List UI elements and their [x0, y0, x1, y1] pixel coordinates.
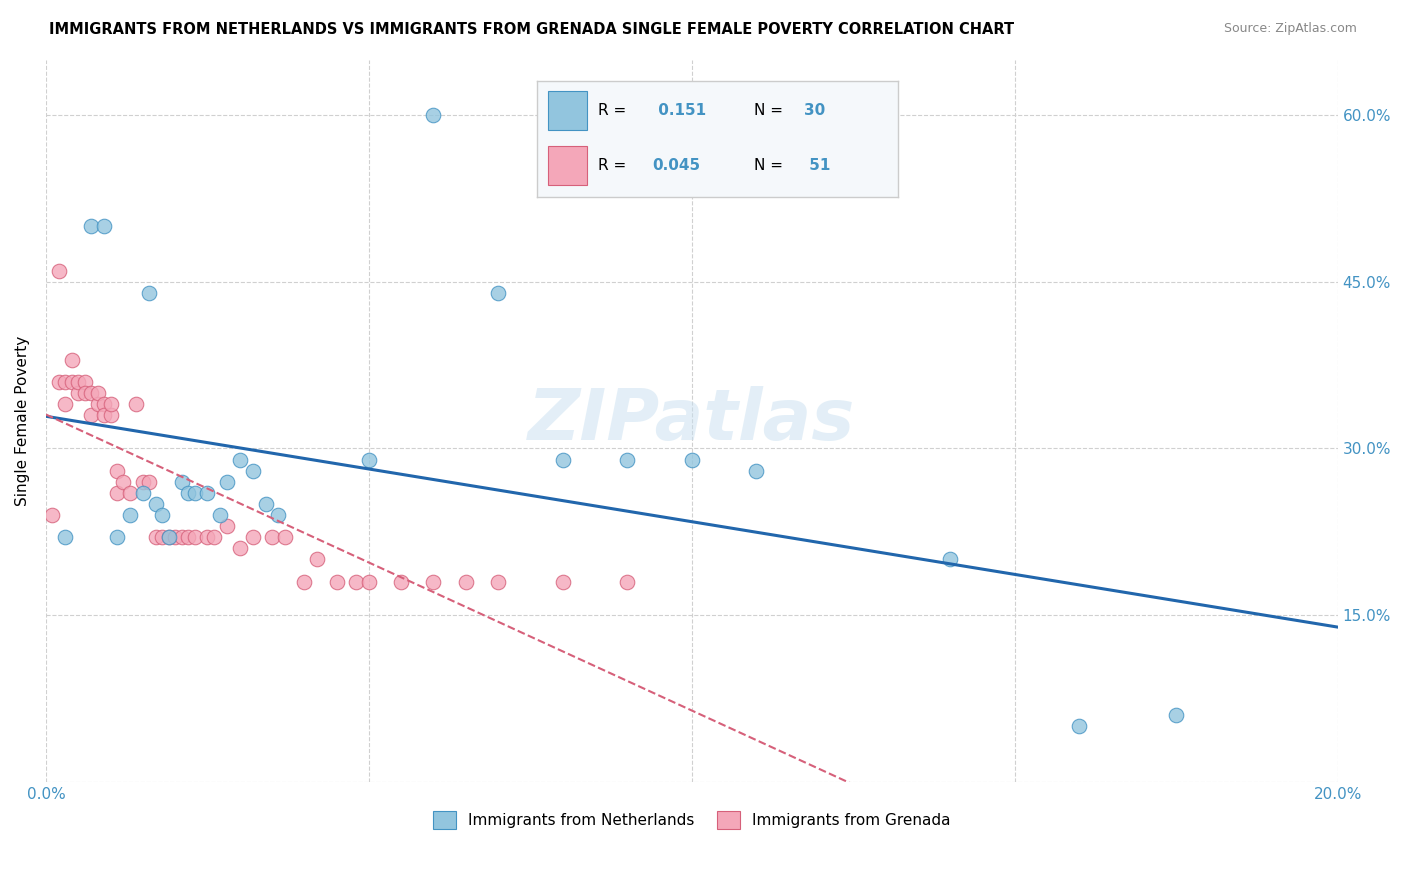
Point [157, 530, 180, 544]
Point [105, 464, 128, 478]
Point [132, 486, 155, 500]
Point [454, 574, 477, 589]
Point [344, 574, 367, 589]
Point [1166, 708, 1188, 723]
Point [202, 530, 225, 544]
Point [48, 375, 70, 389]
Point [170, 530, 193, 544]
Point [145, 530, 167, 544]
Point [100, 397, 122, 411]
Point [616, 574, 638, 589]
Point [177, 486, 200, 500]
Point [67, 375, 90, 389]
Point [170, 475, 193, 489]
Point [118, 486, 141, 500]
Point [551, 574, 574, 589]
Point [177, 530, 200, 544]
Point [138, 285, 160, 300]
Point [209, 508, 232, 522]
Text: Source: ZipAtlas.com: Source: ZipAtlas.com [1223, 22, 1357, 36]
Y-axis label: Single Female Poverty: Single Female Poverty [15, 335, 30, 506]
Point [53, 375, 76, 389]
Point [197, 530, 219, 544]
Point [150, 530, 173, 544]
Point [150, 508, 173, 522]
Point [242, 530, 264, 544]
Point [48, 263, 70, 277]
Point [53, 530, 76, 544]
Point [60, 352, 83, 367]
Point [93, 408, 115, 422]
Point [274, 530, 297, 544]
Point [138, 475, 160, 489]
Point [681, 452, 703, 467]
Point [267, 508, 290, 522]
Point [145, 497, 167, 511]
Point [215, 475, 238, 489]
Point [73, 375, 96, 389]
Point [183, 486, 205, 500]
Point [1069, 719, 1091, 733]
Point [745, 464, 768, 478]
Point [486, 285, 509, 300]
Point [215, 519, 238, 533]
Point [307, 552, 329, 566]
Text: IMMIGRANTS FROM NETHERLANDS VS IMMIGRANTS FROM GRENADA SINGLE FEMALE POVERTY COR: IMMIGRANTS FROM NETHERLANDS VS IMMIGRANT… [49, 22, 1014, 37]
Point [157, 530, 180, 544]
Point [60, 375, 83, 389]
Point [242, 464, 264, 478]
Point [86, 385, 108, 400]
Point [67, 385, 90, 400]
Point [228, 452, 250, 467]
Point [422, 574, 444, 589]
Point [125, 397, 148, 411]
Point [254, 497, 277, 511]
Point [616, 452, 638, 467]
Point [325, 574, 347, 589]
Point [197, 486, 219, 500]
Point [165, 530, 187, 544]
Point [80, 219, 103, 234]
Point [422, 108, 444, 122]
Point [357, 574, 380, 589]
Point [73, 385, 96, 400]
Point [53, 397, 76, 411]
Point [551, 452, 574, 467]
Point [486, 574, 509, 589]
Point [93, 397, 115, 411]
Point [260, 530, 283, 544]
Point [41, 508, 63, 522]
Point [105, 530, 128, 544]
Point [357, 452, 380, 467]
Point [100, 408, 122, 422]
Point [183, 530, 205, 544]
Legend: Immigrants from Netherlands, Immigrants from Grenada: Immigrants from Netherlands, Immigrants … [426, 805, 957, 836]
Text: ZIPatlas: ZIPatlas [529, 386, 855, 455]
Point [86, 397, 108, 411]
Point [80, 385, 103, 400]
Point [105, 486, 128, 500]
Point [93, 219, 115, 234]
Point [939, 552, 962, 566]
Point [112, 475, 135, 489]
Point [292, 574, 315, 589]
Point [80, 408, 103, 422]
Point [132, 475, 155, 489]
Point [389, 574, 412, 589]
Point [118, 508, 141, 522]
Point [228, 541, 250, 556]
